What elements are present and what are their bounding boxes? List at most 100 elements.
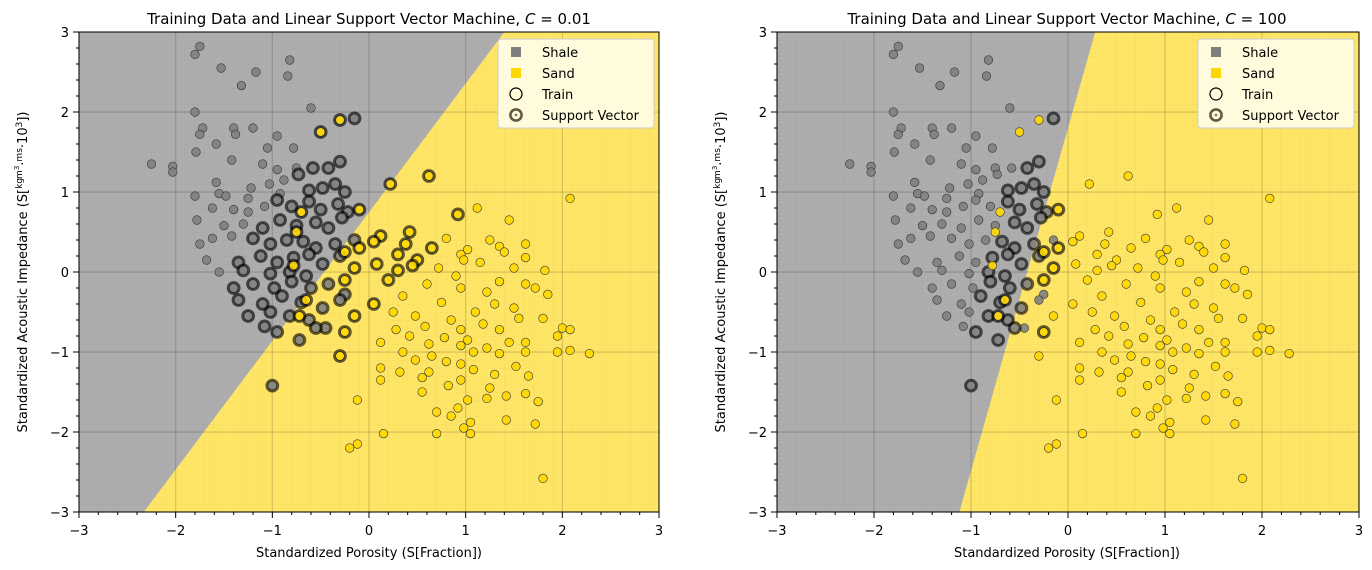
x-tick-label: −3 (767, 524, 786, 539)
sand-point (349, 311, 360, 321)
chart-title: Training Data and Linear Support Vector … (146, 10, 591, 28)
sand-point (1184, 383, 1194, 393)
legend-box (497, 38, 655, 129)
y-tick-label: 0 (759, 266, 767, 281)
sand-point (393, 249, 403, 259)
sand-point (1075, 375, 1085, 385)
shale-point (932, 257, 942, 268)
sand-point (1116, 373, 1126, 383)
shale-point (262, 143, 273, 153)
shale-point (318, 183, 328, 193)
shale-point (283, 71, 293, 81)
shale-point (233, 295, 244, 305)
shale-point (168, 167, 178, 177)
sand-point (520, 337, 531, 348)
shale-point (340, 187, 350, 197)
sand-point (509, 263, 519, 273)
sand-point (1237, 313, 1248, 324)
support-vector-ring (383, 177, 398, 191)
sand-point (463, 335, 473, 345)
plot-area: −3 −2 −1 0 1 2 3 −3 −2 −1 0 1 2 3 Shale Sand Train Suppor… (50, 26, 663, 539)
legend-label: Train (1241, 88, 1273, 103)
sand-point (1123, 367, 1133, 377)
shale-point (1016, 259, 1027, 269)
shale-point (890, 215, 900, 225)
sand-point (1126, 243, 1136, 253)
support-vector-ring (1036, 325, 1051, 339)
sand-point (1210, 361, 1221, 372)
legend-label: Support Vector (1242, 109, 1340, 124)
shale-point (1034, 157, 1044, 167)
support-vector-ring (292, 309, 307, 323)
support-vector-ring (333, 154, 347, 169)
sand-point (1204, 215, 1214, 225)
support-vector-ring (422, 169, 436, 183)
support-vector-ring (1000, 194, 1015, 209)
shale-point (956, 159, 966, 169)
sand-point (1165, 417, 1175, 428)
sand-point (584, 349, 595, 359)
sand-point (345, 443, 355, 453)
legend-marker-sand (1211, 68, 1221, 78)
shale-point (997, 237, 1007, 247)
support-vector-ring (424, 241, 439, 255)
sand-point (1201, 415, 1211, 425)
sand-point (530, 419, 540, 429)
shale-point (211, 177, 221, 187)
shale-point (1007, 163, 1017, 173)
shale-point (192, 215, 202, 225)
shale-point (956, 299, 966, 309)
sand-point (1034, 115, 1044, 125)
sand-point (1139, 333, 1149, 343)
y-tick-label: −2 (50, 426, 69, 441)
sand-point (354, 243, 364, 253)
legend: Shale Sand Train Support Vector (1197, 38, 1355, 129)
support-vector-ring (321, 277, 336, 291)
support-vector-ring (236, 263, 251, 278)
sand-point (1121, 279, 1131, 289)
support-vector-ring (294, 205, 309, 219)
shale-point (248, 123, 258, 133)
shale-point (974, 215, 984, 225)
support-vector-ring (304, 281, 318, 295)
shale-point (961, 143, 971, 153)
x-tick-label: 2 (558, 524, 566, 539)
shale-point (293, 169, 304, 179)
x-tick-label: −1 (961, 524, 980, 539)
y-tick-label: 2 (61, 106, 69, 121)
support-vector-ring (313, 125, 328, 139)
support-vector-ring (1014, 181, 1029, 195)
sand-point (1039, 247, 1049, 257)
shale-point (265, 307, 276, 317)
support-vector-ring (275, 289, 289, 303)
sand-point (340, 247, 350, 257)
shale-point (272, 257, 282, 268)
shale-point (285, 55, 295, 65)
sand-point (427, 351, 437, 361)
shale-point (231, 129, 241, 139)
support-vector-ring (255, 297, 270, 311)
sand-point (1265, 345, 1275, 356)
support-vector-ring (1000, 247, 1015, 262)
y-tick-label: −3 (50, 506, 69, 521)
sand-point (316, 127, 326, 137)
sand-point (1181, 287, 1191, 297)
sand-point (1075, 337, 1085, 348)
shale-point (323, 163, 334, 173)
shale-point (946, 123, 957, 133)
support-vector-ring (1027, 177, 1041, 191)
sand-point (538, 313, 548, 324)
sand-point (465, 429, 476, 439)
support-vector-ring (1046, 261, 1061, 275)
support-vector-ring (337, 273, 352, 287)
sand-point (478, 319, 488, 329)
sand-point (482, 393, 492, 404)
sand-point (1152, 403, 1162, 413)
shale-point (335, 157, 345, 167)
legend-marker-sv (509, 108, 523, 122)
shale-point (1029, 239, 1039, 249)
sand-point (463, 395, 473, 405)
sand-point (993, 311, 1003, 321)
sand-point (1092, 265, 1102, 276)
